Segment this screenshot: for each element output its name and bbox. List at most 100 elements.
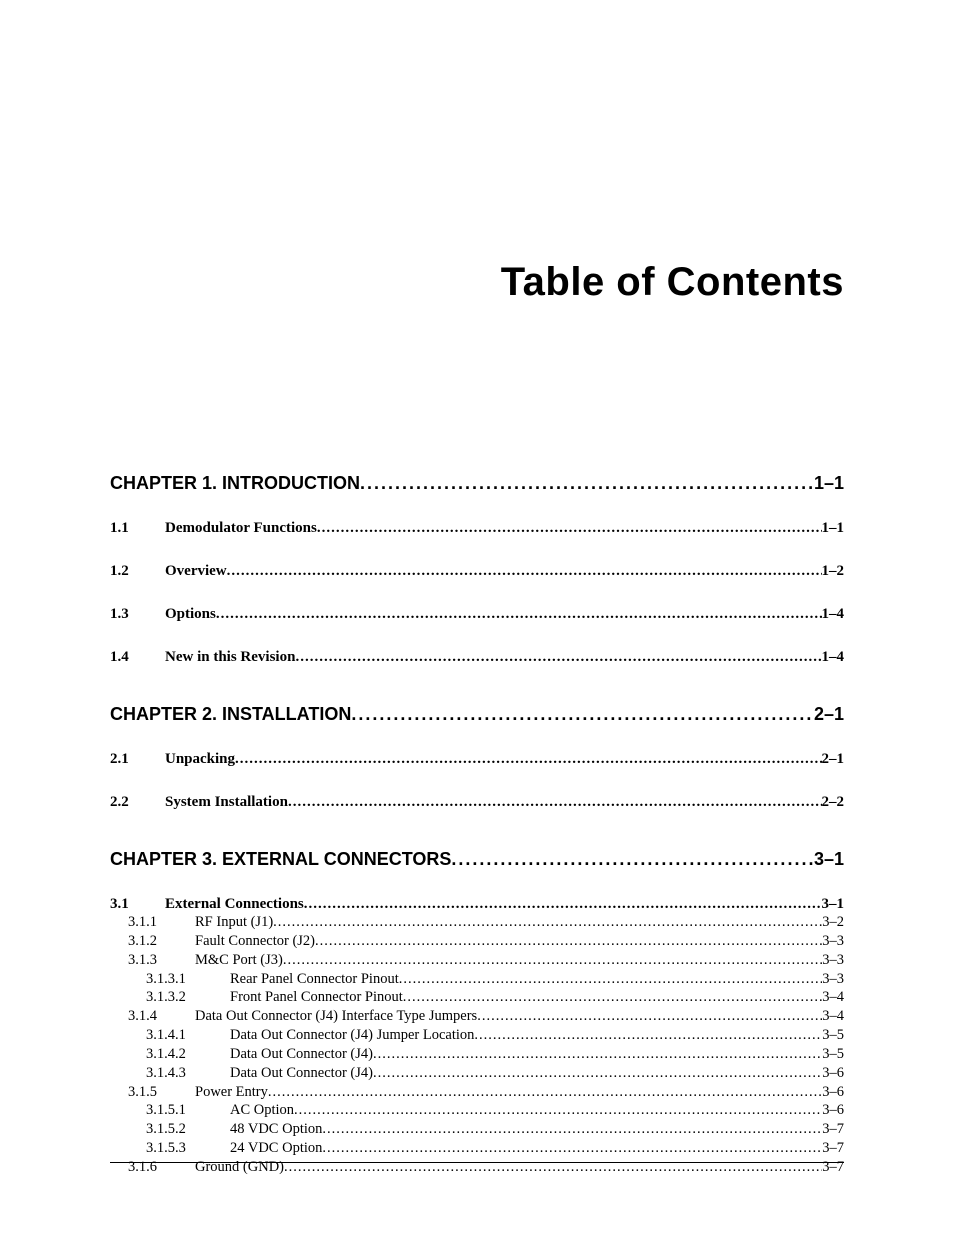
toc-entry-number: 1.4	[110, 649, 165, 666]
toc-leader-dots	[294, 1101, 822, 1120]
toc-entry-number: 3.1.4.2	[110, 1045, 230, 1064]
toc-entry-label: Demodulator Functions	[165, 520, 317, 537]
toc-body: CHAPTER 1. INTRODUCTION 1–1 1.1Demodulato…	[110, 473, 844, 1177]
toc-entry-page: 1–2	[822, 563, 845, 580]
toc-entry-label: Data Out Connector (J4)	[230, 1064, 373, 1083]
toc-entry-page: 1–4	[822, 606, 845, 623]
toc-chapter-heading: CHAPTER 2. INSTALLATION	[110, 704, 351, 725]
toc-entry-label: 48 VDC Option	[230, 1120, 322, 1139]
toc-leader-dots	[477, 1007, 822, 1026]
toc-entry-label: Data Out Connector (J4) Jumper Location	[230, 1026, 474, 1045]
toc-entry-number: 1.1	[110, 520, 165, 537]
toc-entry-page: 3–5	[822, 1026, 844, 1045]
toc-chapter-heading: CHAPTER 3. EXTERNAL CONNECTORS	[110, 849, 451, 870]
toc-entry-number: 1.3	[110, 606, 165, 623]
toc-chapter-heading: CHAPTER 1. INTRODUCTION	[110, 473, 360, 494]
toc-entry-page: 3–2	[822, 913, 844, 932]
toc-entry-page: 2–1	[822, 751, 845, 768]
toc-entry: 3.1.6Ground (GND)3–7	[110, 1158, 844, 1177]
toc-entry-page: 3–6	[822, 1083, 844, 1102]
toc-entry: 3.1.3M&C Port (J3) 3–3	[110, 951, 844, 970]
toc-entry-number: 3.1.3.2	[110, 988, 230, 1007]
toc-leader-dots	[399, 970, 823, 989]
toc-entry-page: 3–6	[822, 1101, 844, 1120]
toc-entry-label: Power Entry	[195, 1083, 268, 1102]
toc-entry-number: 3.1.5.2	[110, 1120, 230, 1139]
toc-entry-number: 3.1.4.3	[110, 1064, 230, 1083]
toc-entry: 3.1.4.3Data Out Connector (J4) 3–6	[110, 1064, 844, 1083]
toc-leader-dots	[322, 1120, 822, 1139]
toc-entry: 3.1.2Fault Connector (J2) 3–3	[110, 932, 844, 951]
toc-entry-label: Unpacking	[165, 751, 235, 768]
toc-entry-page: 3–4	[822, 988, 844, 1007]
toc-entry-page: 1–4	[822, 649, 845, 666]
toc-leader-dots	[216, 606, 822, 623]
toc-entry-label: M&C Port (J3)	[195, 951, 283, 970]
toc-entry-number: 1.2	[110, 563, 165, 580]
toc-entry-page: 3–7	[822, 1139, 844, 1158]
toc-leader-dots	[315, 932, 822, 951]
toc-entry-label: Data Out Connector (J4)	[230, 1045, 373, 1064]
toc-entry: 3.1.5Power Entry 3–6	[110, 1083, 844, 1102]
toc-entry-number: 3.1.3.1	[110, 970, 230, 989]
toc-entry: 3.1.3.2Front Panel Connector Pinout 3–4	[110, 988, 844, 1007]
toc-entry-number: 3.1.3	[110, 951, 195, 970]
toc-entry-label: 24 VDC Option	[230, 1139, 322, 1158]
toc-leader-dots	[268, 1083, 822, 1102]
footer-rule	[110, 1162, 844, 1163]
toc-leader-dots	[288, 794, 822, 811]
toc-entry-number: 3.1	[110, 896, 165, 913]
toc-entry-page: 3–7	[822, 1120, 844, 1139]
toc-leader-dots	[360, 473, 814, 494]
toc-entry: 3.1.4.1Data Out Connector (J4) Jumper Lo…	[110, 1026, 844, 1045]
toc-entry-label: New in this Revision	[165, 649, 295, 666]
toc-leader-dots	[295, 649, 821, 666]
toc-leader-dots	[351, 704, 814, 725]
toc-entry-page: 3–3	[822, 951, 844, 970]
toc-entry-label: Rear Panel Connector Pinout	[230, 970, 399, 989]
toc-entry: 1.1Demodulator Functions 1–1	[110, 520, 844, 537]
toc-entry: 3.1.1RF Input (J1) 3–2	[110, 913, 844, 932]
toc-entry-page: 1–1	[814, 473, 844, 494]
toc-entry: 3.1.4.2Data Out Connector (J4) 3–5	[110, 1045, 844, 1064]
toc-leader-dots	[373, 1045, 822, 1064]
toc-entry-number: 3.1.1	[110, 913, 195, 932]
toc-entry-label: Fault Connector (J2)	[195, 932, 315, 951]
toc-leader-dots	[474, 1026, 822, 1045]
toc-entry-number: 3.1.4	[110, 1007, 195, 1026]
toc-entry-number: 3.1.6	[110, 1158, 195, 1177]
toc-leader-dots	[235, 751, 821, 768]
toc-entry-page: 3–3	[822, 970, 844, 989]
toc-entry: CHAPTER 2. INSTALLATION 2–1	[110, 704, 844, 725]
toc-entry-number: 3.1.5.3	[110, 1139, 230, 1158]
toc-entry-number: 3.1.5	[110, 1083, 195, 1102]
toc-entry-label: Options	[165, 606, 216, 623]
toc-entry: 1.2Overview1–2	[110, 563, 844, 580]
toc-entry: 1.4New in this Revision 1–4	[110, 649, 844, 666]
toc-entry-page: 3–5	[822, 1045, 844, 1064]
toc-entry: 3.1.5.248 VDC Option 3–7	[110, 1120, 844, 1139]
toc-entry-page: 3–3	[822, 932, 844, 951]
toc-entry: 3.1.4Data Out Connector (J4) Interface T…	[110, 1007, 844, 1026]
toc-leader-dots	[317, 520, 822, 537]
toc-leader-dots	[227, 563, 822, 580]
toc-entry-number: 2.2	[110, 794, 165, 811]
toc-entry: 3.1.3.1Rear Panel Connector Pinout 3–3	[110, 970, 844, 989]
toc-page: Table of Contents CHAPTER 1. INTRODUCTIO…	[0, 0, 954, 1235]
toc-entry-number: 3.1.5.1	[110, 1101, 230, 1120]
toc-entry-page: 3–1	[822, 896, 845, 913]
toc-entry-label: RF Input (J1)	[195, 913, 273, 932]
toc-leader-dots	[284, 1158, 822, 1177]
toc-entry-label: System Installation	[165, 794, 288, 811]
toc-entry: 3.1.5.324 VDC Option 3–7	[110, 1139, 844, 1158]
toc-leader-dots	[273, 913, 822, 932]
toc-leader-dots	[322, 1139, 822, 1158]
toc-leader-dots	[403, 988, 822, 1007]
toc-entry: CHAPTER 3. EXTERNAL CONNECTORS 3–1	[110, 849, 844, 870]
toc-entry-number: 3.1.2	[110, 932, 195, 951]
toc-leader-dots	[451, 849, 814, 870]
toc-entry: 1.3Options 1–4	[110, 606, 844, 623]
toc-entry-label: External Connections	[165, 896, 304, 913]
toc-entry-page: 3–6	[822, 1064, 844, 1083]
toc-leader-dots	[304, 896, 822, 913]
